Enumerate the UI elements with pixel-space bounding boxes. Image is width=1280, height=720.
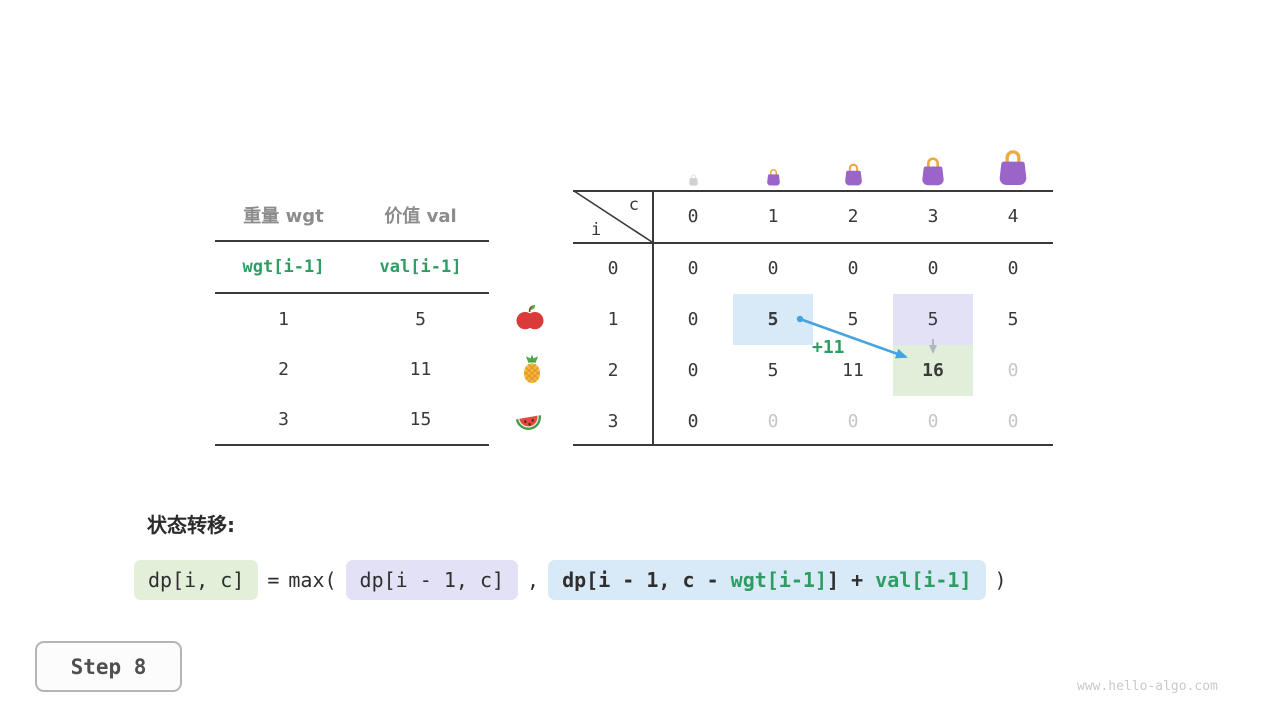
formula-comma: , xyxy=(527,568,540,592)
dp-cell-r0-c0: 0 xyxy=(687,258,699,279)
watermark: www.hello-algo.com xyxy=(1077,679,1218,694)
item-2-value: 11 xyxy=(409,358,432,380)
dp-col-header-3: 3 xyxy=(927,206,939,227)
dp-col-header-0: 0 xyxy=(687,206,699,227)
formula-take-mid: ] + xyxy=(827,568,876,592)
item-1-weight: 1 xyxy=(278,308,289,330)
dp-col-var-label: c xyxy=(628,195,639,215)
capacity-bags-row xyxy=(653,128,1053,186)
bag-capacity-0-icon xyxy=(653,173,733,186)
dp-grid: c i 0 1 2 3 4 0 0 0 0 0 0 1 0 5 5 5 5 2 … xyxy=(573,190,1053,446)
bag-capacity-3-icon xyxy=(893,154,973,186)
dp-cell-r2-c0: 0 xyxy=(687,360,699,381)
transition-formula: dp[i, c] = max( dp[i - 1, c] , dp[i - 1,… xyxy=(134,560,1007,600)
dp-row-header-0: 0 xyxy=(607,258,619,279)
items-formula-val: val[i-1] xyxy=(379,257,462,277)
dp-rowlabel-divider xyxy=(652,190,654,446)
dp-cell-r2-c3-result-highlight: 16 xyxy=(893,345,973,396)
item-2-weight: 2 xyxy=(278,358,289,380)
items-table: 重量 wgt 价值 val wgt[i-1] val[i-1] 1 5 2 11… xyxy=(215,190,489,446)
dp-cell-r2-c2: 11 xyxy=(842,360,864,381)
dp-cell-r2-c1: 5 xyxy=(767,360,779,381)
items-table-header-row: 重量 wgt 价值 val xyxy=(215,190,489,240)
formula-take-val: val[i-1] xyxy=(875,568,972,592)
dp-cell-r1-c4: 5 xyxy=(1007,309,1019,330)
formula-option-take: dp[i - 1, c - wgt[i-1]] + val[i-1] xyxy=(548,560,986,600)
formula-take-wgt: wgt[i-1] xyxy=(730,568,827,592)
dp-col-header-4: 4 xyxy=(1007,206,1019,227)
dp-cell-r3-c2: 0 xyxy=(847,410,859,432)
dp-row-header-1: 1 xyxy=(607,309,619,330)
bag-capacity-2-icon xyxy=(813,161,893,186)
formula-take-prefix: dp[i - 1, c - xyxy=(562,568,731,592)
dp-header-divider xyxy=(573,242,1053,244)
items-formula-wgt: wgt[i-1] xyxy=(242,257,325,277)
items-header-value: 价值 val xyxy=(384,206,457,227)
dp-cell-r3-c1: 0 xyxy=(767,410,779,432)
apple-icon xyxy=(515,303,545,333)
dp-corner-cell: c i xyxy=(573,190,653,243)
formula-close-paren: ) xyxy=(994,568,1007,592)
item-3-value: 15 xyxy=(409,408,432,430)
items-row-1: 1 5 xyxy=(215,294,489,344)
add-value-label: +11 xyxy=(812,337,845,358)
dp-cell-r3-c3: 0 xyxy=(927,410,939,432)
dp-border-bottom xyxy=(573,444,1053,446)
item-1-value: 5 xyxy=(415,308,426,330)
items-table-divider-bottom xyxy=(215,444,489,446)
watermelon-icon xyxy=(514,406,544,436)
dp-row-header-3: 3 xyxy=(607,410,619,432)
dp-cell-r1-c0: 0 xyxy=(687,309,699,330)
formula-equals: = xyxy=(267,568,280,592)
dp-cell-r1-c3-skip-highlight: 5 xyxy=(893,294,973,345)
items-table-divider-top xyxy=(215,240,489,242)
pineapple-icon xyxy=(517,354,547,384)
dp-cell-r3-c0: 0 xyxy=(687,410,699,432)
items-row-3: 3 15 xyxy=(215,394,489,444)
dp-cell-r0-c2: 0 xyxy=(847,258,859,279)
step-badge: Step 8 xyxy=(35,641,182,692)
dp-cell-r2-c4: 0 xyxy=(1007,360,1019,381)
transition-heading: 状态转移: xyxy=(147,513,235,537)
items-header-weight: 重量 wgt xyxy=(243,206,324,227)
dp-cell-r1-c1-source-highlight: 5 xyxy=(733,294,813,345)
items-table-formula-row: wgt[i-1] val[i-1] xyxy=(215,242,489,292)
dp-row-header-2: 2 xyxy=(607,360,619,381)
formula-dp-current: dp[i, c] xyxy=(134,560,259,600)
dp-cell-r0-c4: 0 xyxy=(1007,258,1019,279)
bag-capacity-4-icon xyxy=(973,146,1053,186)
items-row-2: 2 11 xyxy=(215,344,489,394)
dp-border-top xyxy=(573,190,1053,192)
diagonal-divider xyxy=(573,190,653,243)
bag-capacity-1-icon xyxy=(733,167,813,186)
dp-col-header-2: 2 xyxy=(847,206,859,227)
item-3-weight: 3 xyxy=(278,408,289,430)
dp-cell-r0-c3: 0 xyxy=(927,258,939,279)
dp-cell-r3-c4: 0 xyxy=(1007,410,1019,432)
formula-max-open: max( xyxy=(288,568,337,592)
dp-table: c i 0 1 2 3 4 0 0 0 0 0 0 1 0 5 5 5 5 2 … xyxy=(573,190,1053,446)
dp-cell-r0-c1: 0 xyxy=(767,258,779,279)
items-table-divider-mid xyxy=(215,292,489,294)
dp-col-header-1: 1 xyxy=(767,206,779,227)
dp-row-var-label: i xyxy=(591,220,602,240)
formula-option-skip: dp[i - 1, c] xyxy=(345,560,519,600)
